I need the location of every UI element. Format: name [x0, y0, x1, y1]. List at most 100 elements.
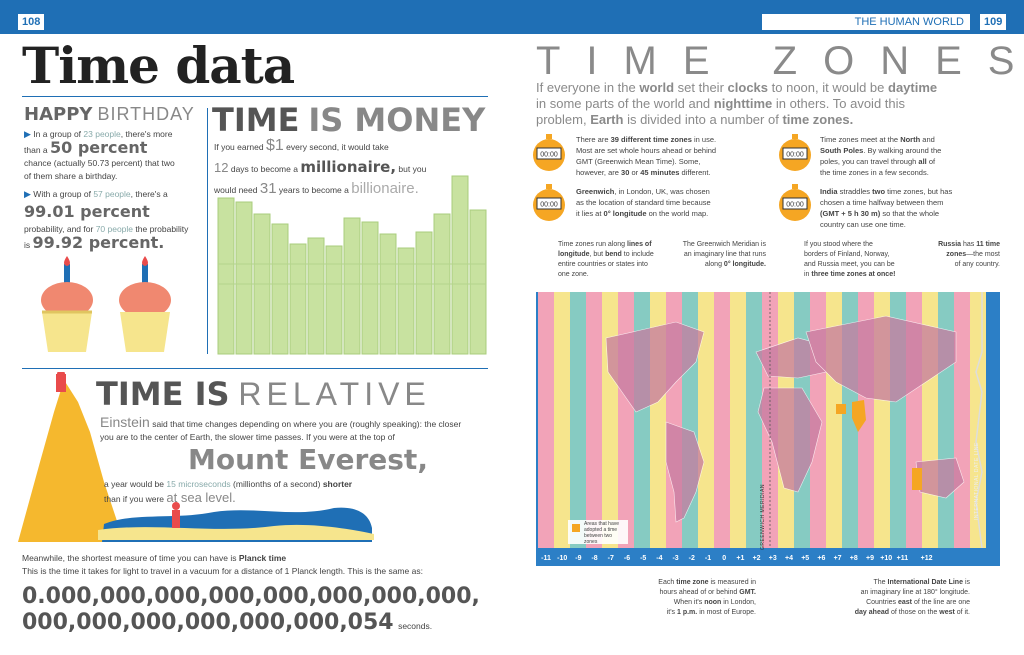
text: in others. To avoid this: [775, 96, 906, 111]
planck-number-line-2: 000,000,000,000,000,000,054 seconds.: [22, 610, 492, 636]
planck-paragraph: Meanwhile, the shortest measure of time …: [22, 552, 492, 578]
offset-label: +5: [801, 555, 809, 562]
text: set their: [677, 80, 724, 95]
offset-label: -9: [575, 555, 581, 562]
triangle-bullet-icon: ▶: [24, 189, 31, 199]
text: 30: [621, 168, 630, 177]
relative-rule: [22, 368, 488, 369]
text: The Greenwich Meridian is: [682, 241, 766, 248]
text: straddles: [839, 187, 871, 196]
offset-label: +2: [753, 555, 761, 562]
money-heading-a: TIME: [212, 101, 300, 139]
text: seconds.: [398, 621, 433, 631]
text: so that the whole: [882, 209, 940, 218]
text: is: [964, 579, 970, 586]
birthday-paragraph-1: ▶ In a group of 23 people, there's more …: [24, 128, 202, 183]
offset-label: -11: [541, 555, 551, 562]
text: poles, you can travel through: [820, 157, 917, 166]
title-rule: [22, 96, 488, 97]
text: time zones.: [782, 112, 854, 127]
text: shorter: [322, 479, 353, 489]
text: than if you were: [104, 494, 165, 504]
stopwatch-icon: 00:00: [532, 184, 566, 227]
birthday-paragraph-2: ▶ With a group of 57 people, there's a 9…: [24, 188, 202, 252]
text: borders of Finland, Norway,: [804, 251, 890, 258]
text: This is the time it takes for light to t…: [22, 566, 423, 576]
offset-label: -8: [591, 555, 597, 562]
text: 11 time zones: [946, 241, 1000, 258]
text: as the location of standard time because: [576, 198, 711, 207]
note-longitude: Time zones run along lines of longitude,…: [558, 240, 658, 280]
text: —the most: [966, 251, 1000, 258]
text: time zones, but has: [887, 187, 953, 196]
zones-heading: TIME ZONES: [536, 39, 1024, 83]
money-heading-b: IS MONEY: [308, 101, 486, 139]
text: and: [922, 135, 935, 144]
text: If you earned: [214, 142, 264, 152]
greenwich-meridian-label: GREENWICH MERIDIAN: [760, 484, 766, 550]
big-figure: at sea level.: [166, 490, 236, 505]
date-line: [975, 292, 983, 549]
offset-label: +3: [769, 555, 777, 562]
relative-paragraph-2: a year would be 15 microseconds (million…: [104, 478, 404, 506]
text: you are to the center of Earth, the slow…: [100, 432, 395, 442]
text: 1 p.m.: [677, 609, 698, 616]
text: (GMT + 5 h 30 m): [820, 209, 881, 218]
big-figure: 99.92 percent.: [32, 233, 165, 252]
note-gmt: Each time zone is measured in hours ahea…: [624, 578, 756, 618]
offset-label: +6: [817, 555, 825, 562]
text: noon: [704, 599, 722, 606]
highlight: 23 people: [83, 129, 121, 139]
text: Time zones run along: [558, 241, 626, 248]
offset-label: +9: [866, 555, 874, 562]
text: in: [804, 271, 810, 278]
text: a year would be: [104, 479, 165, 489]
text: the time zones in a few seconds.: [820, 168, 929, 177]
text: In a group of: [33, 129, 82, 139]
relative-paragraph-1: Einstein said that time changes dependin…: [100, 415, 490, 444]
birthday-heading-b: BIRTHDAY: [97, 104, 195, 124]
text: North: [900, 135, 921, 144]
highlight: 15: [166, 479, 176, 489]
big-figure: 50 percent: [50, 138, 148, 157]
text: daytime: [888, 80, 938, 95]
money-heading: TIME IS MONEY: [212, 100, 485, 140]
text: 39 different time zones: [610, 135, 692, 144]
text: Greenwich: [576, 187, 615, 196]
clock-digits: 00:00: [786, 152, 804, 159]
text: an imaginary line at 180° longitude.: [860, 589, 970, 596]
text: With a group of: [33, 189, 91, 199]
person-icon: [172, 510, 180, 528]
text: is divided into a number of: [627, 112, 779, 127]
money-paragraph: If you earned $1 every second, it would …: [214, 136, 486, 200]
text: in London,: [723, 599, 756, 606]
legend-swatch: [572, 524, 580, 532]
text: , there's more: [120, 129, 173, 139]
cupcake-icon: [41, 256, 93, 352]
text: The: [873, 579, 886, 586]
date-line-label: INTERNATIONAL DATE LINE: [974, 442, 980, 520]
text: chosen a time halfway between them: [820, 198, 944, 207]
text: Each: [658, 579, 675, 586]
column-divider: [207, 108, 208, 354]
text: 0° longitude.: [723, 261, 766, 268]
offset-label: +10: [880, 555, 892, 562]
text: world: [639, 80, 675, 95]
text: GMT (Greenwich Mean Time). Some,: [576, 157, 701, 166]
offset-label: -4: [656, 555, 662, 562]
offset-label: +12: [921, 555, 933, 562]
text: than a: [24, 145, 48, 155]
text: is measured in: [710, 579, 756, 586]
legend-label: Areas that have adopted a time between t…: [584, 521, 620, 545]
text: ahead: [868, 609, 890, 616]
text: days to become a: [230, 164, 298, 174]
text: 0° longitude: [603, 209, 647, 218]
clock-digits: 00:00: [540, 202, 558, 209]
text: it's: [666, 609, 676, 616]
big-figure: millionaire,: [300, 158, 397, 176]
offset-label: -3: [672, 555, 678, 562]
note-finland: If you stood where the borders of Finlan…: [804, 240, 908, 280]
page-title: Time data: [22, 36, 295, 95]
clock-digits: 00:00: [786, 202, 804, 209]
big-figure: 31: [259, 180, 277, 197]
